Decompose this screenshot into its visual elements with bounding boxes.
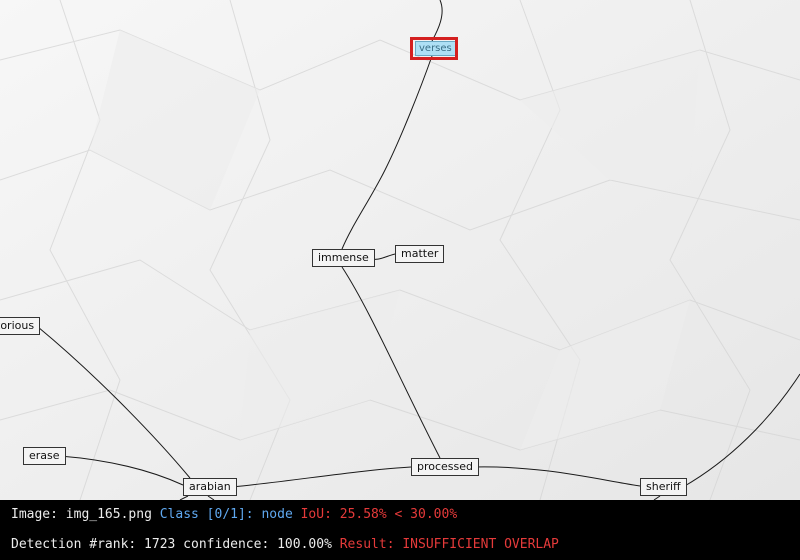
edge-processed-sheriff <box>471 466 641 487</box>
status-line-detection: Detection #rank: 1723 confidence: 100.00… <box>11 537 559 552</box>
iou-text: IoU: 25.58% < 30.00% <box>300 507 458 522</box>
class-text: Class [0/1]: node <box>159 507 293 522</box>
node-notorious[interactable]: torious <box>0 317 41 335</box>
diagram-canvas: verses immense matter torious erase arab… <box>0 0 800 500</box>
edge-immense-processed <box>341 266 441 459</box>
edge-offscreen-3 <box>207 495 215 500</box>
crumpled-paper-background <box>0 0 800 500</box>
edge-erase-arabian <box>59 455 184 486</box>
edge-offscreen-2 <box>179 495 189 500</box>
edge-arabian-processed <box>232 466 412 488</box>
edge-offscreen-1 <box>682 373 800 488</box>
node-immense[interactable]: immense <box>312 249 375 267</box>
node-erase[interactable]: erase <box>23 447 66 465</box>
node-sheriff[interactable]: sheriff <box>640 478 687 496</box>
edge-notorious-arabian <box>37 326 191 479</box>
image-name: img_165.png <box>65 507 152 522</box>
status-bar: Image: img_165.png Class [0/1]: node IoU… <box>0 500 800 560</box>
detection-highlight-box <box>410 37 458 60</box>
image-label: Image: <box>11 507 58 522</box>
result-text: Result: INSUFFICIENT OVERLAP <box>339 537 559 552</box>
edge-offscreen-0 <box>431 0 443 42</box>
node-matter[interactable]: matter <box>395 245 445 263</box>
detection-text: Detection #rank: 1723 confidence: 100.00… <box>11 537 332 552</box>
node-processed[interactable]: processed <box>411 458 480 476</box>
node-arabian[interactable]: arabian <box>183 478 237 496</box>
status-line-image: Image: img_165.png Class [0/1]: node IoU… <box>11 507 457 522</box>
edge-verses-immense <box>341 55 433 250</box>
edge-offscreen-4 <box>653 495 661 500</box>
